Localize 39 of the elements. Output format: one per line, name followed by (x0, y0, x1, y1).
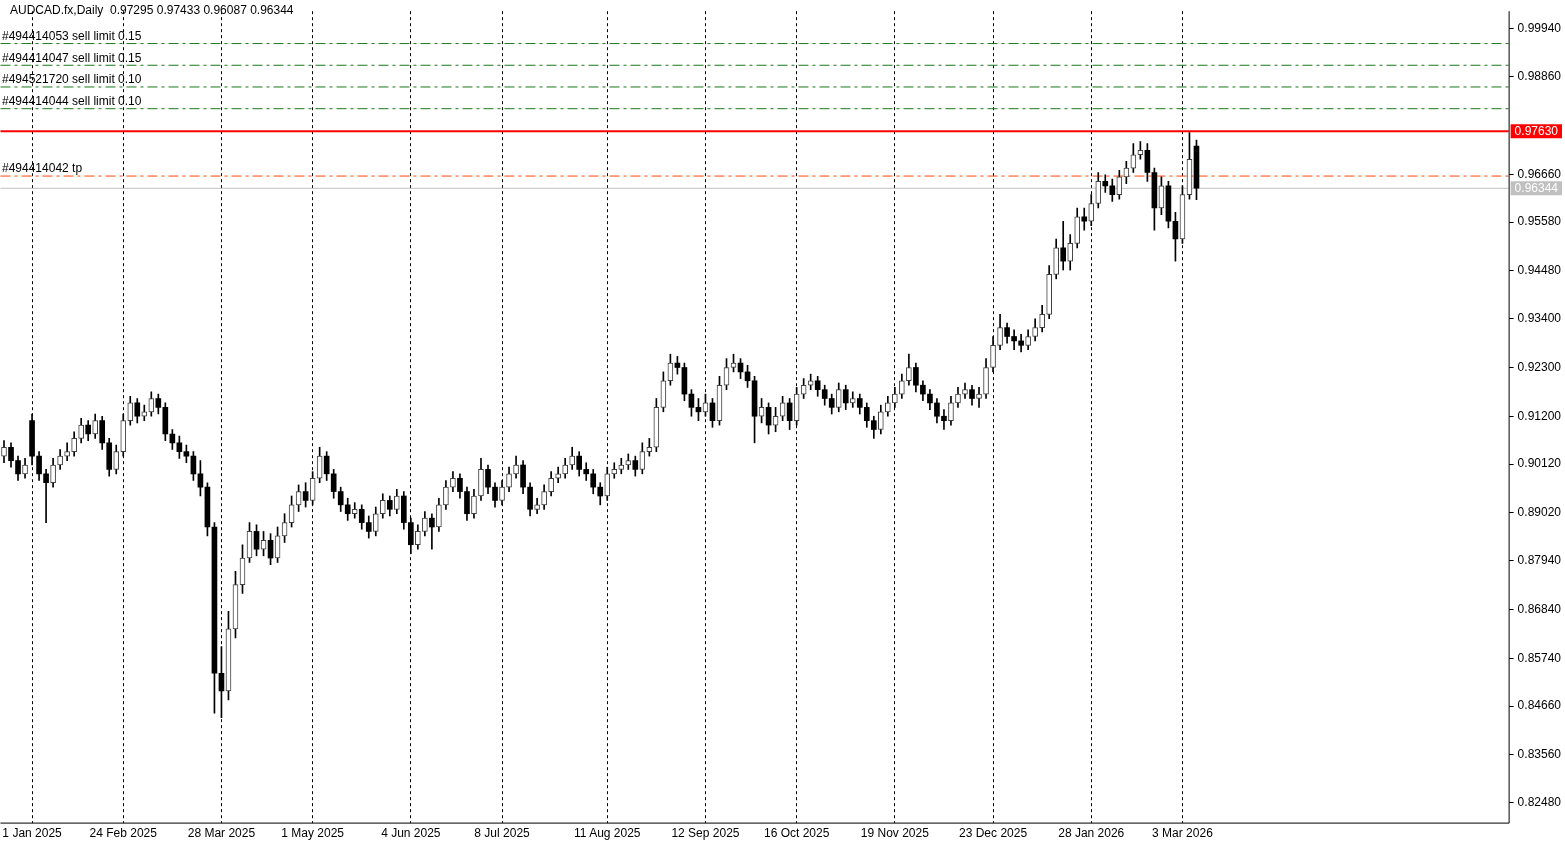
y-tick-label: 0.91200 (1517, 408, 1562, 423)
y-tick-label: 0.94480 (1517, 263, 1562, 278)
y-tick-label: 0.84660 (1517, 698, 1562, 713)
candlestick (64, 442, 70, 461)
y-tick-label: 0.93400 (1517, 311, 1562, 326)
x-tick-label: 3 Mar 2026 (1152, 826, 1214, 841)
x-tick-label: 19 Nov 2025 (860, 826, 930, 841)
x-tick-label: 24 Feb 2025 (89, 826, 158, 841)
candlestick (429, 513, 435, 550)
y-tick-label: 0.86840 (1517, 601, 1562, 616)
y-tick-label: 0.83560 (1517, 747, 1562, 762)
x-tick-label: 8 Jul 2025 (474, 826, 531, 841)
x-tick-label: 1 May 2025 (281, 826, 345, 841)
x-tick-label: 4 Jun 2025 (381, 826, 441, 841)
y-tick-label: 0.95580 (1517, 214, 1562, 229)
ref-line-label: 0.96344 (1514, 180, 1559, 195)
x-tick-label: 28 Mar 2025 (187, 826, 256, 841)
y-tick-label: 0.98860 (1517, 69, 1562, 84)
y-tick-label: 0.87940 (1517, 553, 1562, 568)
candlestick (976, 387, 982, 408)
y-tick-label: 0.89020 (1517, 505, 1562, 520)
x-tick-label: 1 Jan 2025 (2, 826, 63, 841)
y-tick-label: 0.90120 (1517, 456, 1562, 471)
y-tick-label: 0.85740 (1517, 650, 1562, 665)
y-tick-label: 0.92300 (1517, 359, 1562, 374)
ref-line-label: #494414053 sell limit 0.15 (2, 28, 142, 43)
ref-line-label: #494521720 sell limit 0.10 (2, 72, 142, 87)
ref-line-label: #494414042 tp (2, 161, 83, 176)
ref-line-label: 0.97630 (1514, 123, 1559, 138)
x-tick-label: 28 Jan 2026 (1058, 826, 1125, 841)
chart-title: AUDCAD.fx,Daily 0.97295 0.97433 0.96087 0.96344 (10, 3, 294, 18)
candlestick (43, 469, 49, 523)
x-tick-label: 23 Dec 2025 (959, 826, 1028, 841)
x-tick-label: 12 Sep 2025 (671, 826, 740, 841)
y-tick-label: 0.96660 (1517, 166, 1562, 181)
y-tick-label: 0.99940 (1517, 21, 1562, 36)
y-tick-label: 0.82480 (1517, 794, 1562, 809)
x-tick-label: 11 Aug 2025 (573, 826, 641, 841)
x-tick-label: 16 Oct 2025 (763, 826, 830, 841)
